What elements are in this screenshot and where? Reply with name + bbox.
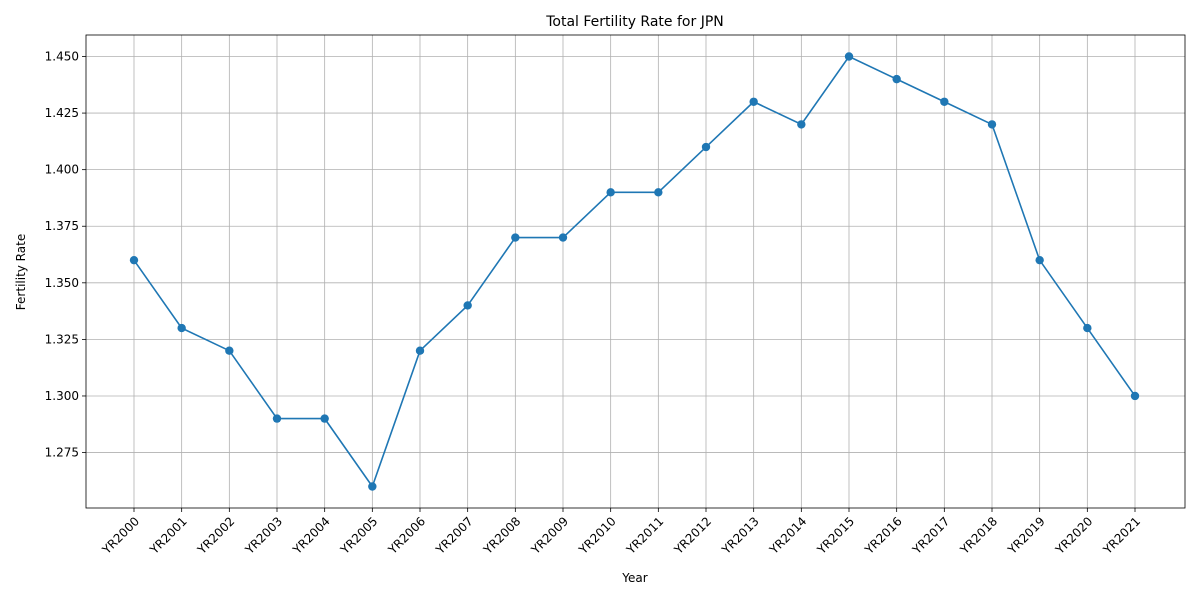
chart-title: Total Fertility Rate for JPN [545, 14, 723, 30]
x-tick-label: YR2013 [718, 514, 761, 557]
x-tick-label: YR2014 [766, 514, 809, 557]
data-point [987, 120, 997, 129]
data-point [177, 323, 186, 333]
x-tick-label: YR2019 [1004, 514, 1047, 557]
data-point [749, 97, 758, 106]
y-tick-label: 1.375 [45, 219, 79, 233]
data-point [225, 346, 234, 355]
x-tick-label: YR2017 [909, 514, 952, 557]
y-tick-label: 1.350 [45, 276, 79, 290]
data-point [511, 233, 520, 242]
y-axis-title: Fertility Rate [14, 234, 28, 310]
x-tick-label: YR2021 [1100, 514, 1143, 557]
data-point [797, 120, 806, 129]
y-tick-label: 1.425 [45, 106, 79, 120]
x-tick-label: YR2005 [337, 514, 380, 557]
x-tick-label: YR2000 [99, 514, 142, 557]
data-point [272, 414, 282, 423]
data-point [415, 346, 425, 355]
data-point [606, 188, 615, 197]
y-tick-label: 1.300 [45, 389, 79, 403]
x-tick-label: YR2018 [957, 514, 1000, 557]
series [129, 52, 1140, 491]
x-tick-label: YR2001 [146, 514, 189, 557]
data-point [320, 414, 329, 423]
data-point [701, 142, 711, 152]
y-tick-label: 1.325 [45, 332, 79, 346]
data-point [368, 482, 377, 491]
series-line [133, 55, 1136, 489]
x-tick-label: YR2015 [814, 514, 857, 557]
data-point [1130, 391, 1140, 401]
data-point [654, 188, 663, 197]
data-point [940, 97, 949, 106]
data-point [892, 74, 901, 84]
grid [86, 35, 1185, 508]
x-tick-label: YR2004 [289, 514, 332, 557]
data-point [463, 301, 472, 310]
plot-frame [85, 34, 1186, 509]
data-point [1035, 255, 1044, 265]
data-point [558, 233, 568, 242]
x-tick-label: YR2002 [194, 514, 237, 557]
x-tick-label: YR2016 [861, 514, 904, 557]
x-tick-label: YR2011 [623, 514, 666, 557]
x-axis-title: Year [621, 571, 647, 585]
data-point [129, 255, 139, 265]
y-tick-label: 1.450 [45, 50, 79, 64]
data-point [1083, 323, 1092, 333]
x-tick-label: YR2008 [480, 514, 523, 557]
x-tick-label: YR2009 [528, 514, 571, 557]
x-tick-label: YR2010 [575, 514, 618, 557]
y-tick-label: 1.275 [45, 446, 79, 460]
x-tick-label: YR2003 [242, 514, 285, 557]
data-point [844, 52, 854, 61]
y-tick-label: 1.400 [45, 163, 79, 177]
x-tick-label: YR2012 [671, 514, 714, 557]
x-tick-label: YR2006 [385, 514, 428, 557]
x-tick-label: YR2020 [1052, 514, 1095, 557]
x-tick-label: YR2007 [432, 514, 475, 557]
